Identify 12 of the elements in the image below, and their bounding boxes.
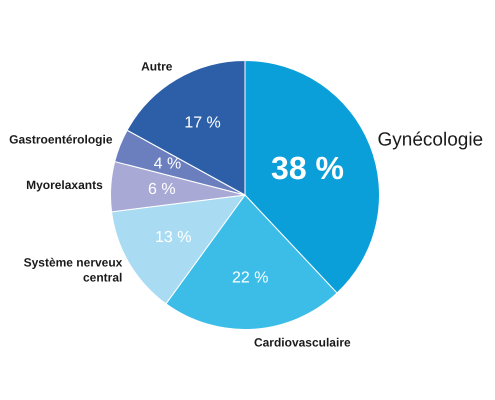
- data-label: 22 %: [232, 270, 268, 287]
- data-label: 6 %: [148, 181, 176, 198]
- data-label: 38 %: [271, 150, 344, 186]
- slice-label: Gynécologie: [377, 130, 484, 151]
- slice-label: Gastroentérologie: [9, 132, 113, 147]
- data-label: 17 %: [184, 114, 221, 132]
- data-label: 4 %: [154, 156, 182, 173]
- data-label: 13 %: [154, 228, 192, 246]
- slice-label: Myorelaxants: [26, 178, 104, 192]
- slice-label: Autre: [141, 59, 173, 74]
- slice-label: Système nerveux central: [24, 255, 123, 284]
- slice-label: Cardiovasculaire: [254, 336, 351, 350]
